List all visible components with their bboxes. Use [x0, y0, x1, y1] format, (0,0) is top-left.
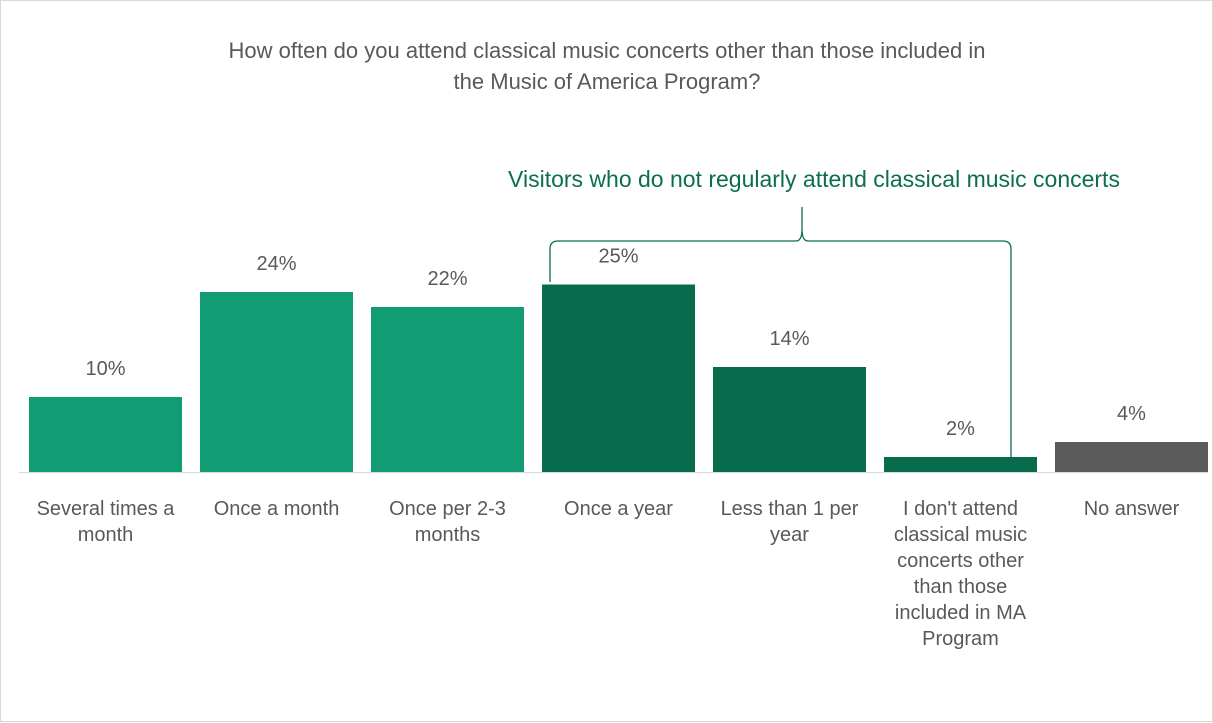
bar-2: [200, 292, 353, 472]
annotation: Visitors who do not regularly attend cla…: [508, 166, 1120, 457]
bar-6: [884, 457, 1037, 472]
category-label-1: Several times a month: [37, 498, 176, 546]
annotation-text: Visitors who do not regularly attend cla…: [508, 166, 1120, 192]
category-label-6: I don't attend classical music concerts ot…: [894, 498, 1027, 650]
value-label-7: 4%: [1117, 403, 1146, 425]
value-label-5: 14%: [769, 328, 809, 350]
category-label-5: Less than 1 per year: [721, 498, 859, 546]
chart-title-text: How often do you attend classical music …: [229, 38, 986, 94]
bar-1: [29, 397, 182, 472]
bars: [29, 284, 1208, 472]
category-label-3: Once per 2-3 months: [389, 498, 506, 546]
chart-title: How often do you attend classical music …: [229, 38, 986, 94]
category-labels: Several times a month Once a month Once per…: [37, 498, 1180, 650]
value-label-6: 2%: [946, 418, 975, 440]
bar-5: [713, 367, 866, 472]
value-label-1: 10%: [85, 358, 125, 380]
value-label-3: 22%: [427, 268, 467, 290]
value-label-2: 24%: [256, 253, 296, 275]
value-label-4: 25%: [598, 246, 638, 268]
category-label-2: Once a month: [214, 498, 340, 520]
category-label-4: Once a year: [564, 498, 673, 520]
bar-7: [1055, 442, 1208, 472]
annotation-bracket: [549, 207, 1012, 457]
bar-4: [542, 284, 695, 472]
category-label-7: No answer: [1084, 498, 1180, 520]
bar-3: [371, 307, 524, 472]
value-labels: 10% 24% 22% 25% 14% 2% 4%: [85, 246, 1146, 441]
